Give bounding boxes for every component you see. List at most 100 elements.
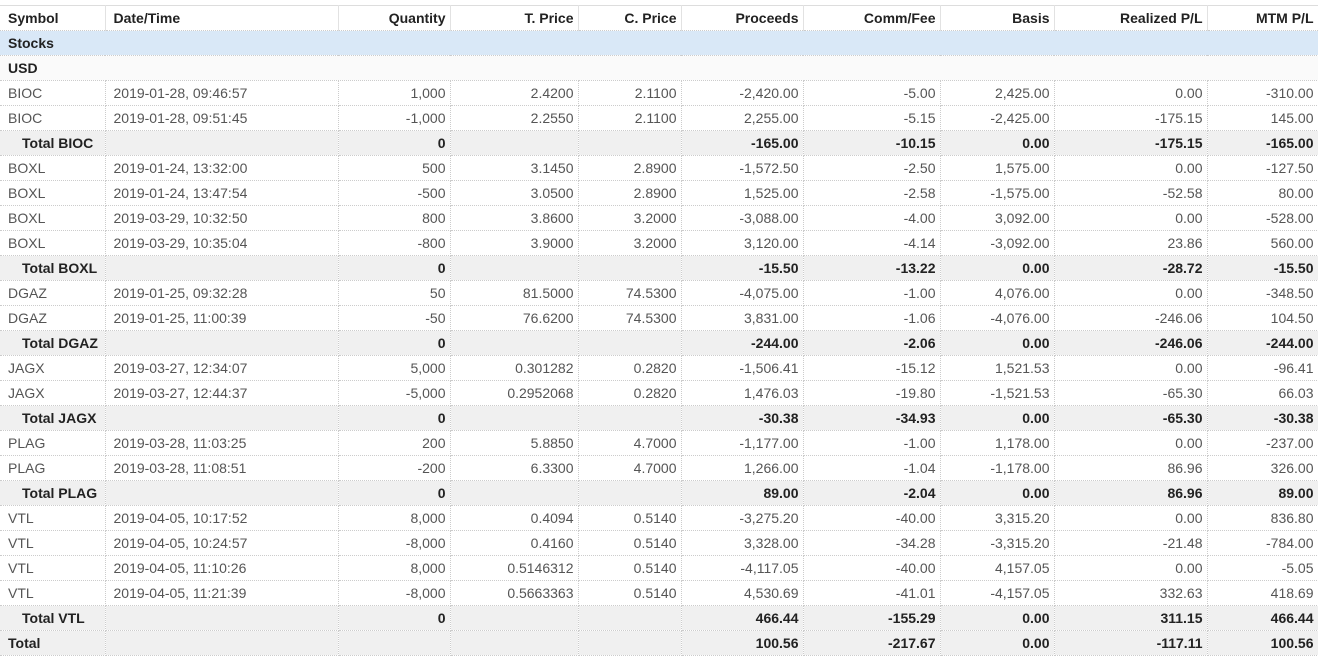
column-header-mtm-pl[interactable]: MTM P/L bbox=[1207, 5, 1318, 31]
cell-mtm-pl: -528.00 bbox=[1207, 205, 1318, 231]
column-header-quantity[interactable]: Quantity bbox=[338, 5, 451, 31]
cell-symbol: BIOC bbox=[0, 80, 106, 106]
cell-quantity: -8,000 bbox=[338, 530, 451, 556]
cell-quantity: 0 bbox=[338, 330, 451, 356]
cell-t-price: 3.1450 bbox=[450, 155, 579, 181]
cell-t-price: 76.6200 bbox=[450, 305, 579, 331]
cell-basis: 3,092.00 bbox=[940, 205, 1055, 231]
cell-c-price: 4.7000 bbox=[578, 455, 682, 481]
column-header-realized-pl[interactable]: Realized P/L bbox=[1054, 5, 1208, 31]
cell-quantity: 5,000 bbox=[338, 355, 451, 381]
cell-date-time: 2019-01-28, 09:51:45 bbox=[105, 105, 339, 131]
cell-date-time: 2019-01-24, 13:47:54 bbox=[105, 180, 339, 206]
trade-row: BOXL 2019-03-29, 10:32:50 800 3.8600 3.2000-… bbox=[0, 205, 1318, 231]
column-header-proceeds[interactable]: Proceeds bbox=[681, 5, 804, 31]
cell-quantity: 8,000 bbox=[338, 505, 451, 531]
cell-comm-fee: -5.00 bbox=[803, 80, 941, 106]
cell-realized-pl: 23.86 bbox=[1054, 230, 1208, 256]
cell-comm-fee: -217.67 bbox=[803, 630, 941, 656]
cell-mtm-pl: 326.00 bbox=[1207, 455, 1318, 481]
subtotal-row: Total PLAG 0 89.00 -2.04 0.00 86.96 89.00 bbox=[0, 480, 1318, 506]
cell-realized-pl: 0.00 bbox=[1054, 280, 1208, 306]
cell-proceeds: 1,525.00 bbox=[681, 180, 804, 206]
cell-quantity: 0 bbox=[338, 255, 451, 281]
section-label: Stocks bbox=[0, 30, 1318, 56]
trade-row: BOXL 2019-01-24, 13:32:00 500 3.1450 2.8900-… bbox=[0, 155, 1318, 181]
cell-symbol: BOXL bbox=[0, 205, 106, 231]
cell-proceeds: 100.56 bbox=[681, 630, 804, 656]
cell-symbol: BIOC bbox=[0, 105, 106, 131]
cell-basis: -4,157.05 bbox=[940, 580, 1055, 606]
cell-c-price: 3.2000 bbox=[578, 205, 682, 231]
column-header-symbol[interactable]: Symbol bbox=[0, 5, 106, 31]
subtotal-row: Total BIOC 0 -165.00 -10.15 0.00 -175.15 -165.… bbox=[0, 130, 1318, 156]
cell-c-price: 0.5140 bbox=[578, 555, 682, 581]
cell-basis: -1,178.00 bbox=[940, 455, 1055, 481]
cell-t-price: 0.4160 bbox=[450, 530, 579, 556]
trade-row: BIOC 2019-01-28, 09:51:45 -1,000 2.2550 2.11… bbox=[0, 105, 1318, 131]
cell-mtm-pl: 560.00 bbox=[1207, 230, 1318, 256]
column-header-comm-fee[interactable]: Comm/Fee bbox=[803, 5, 941, 31]
trade-row: DGAZ 2019-01-25, 11:00:39 -50 76.6200 74.530… bbox=[0, 305, 1318, 331]
cell-t-price: 3.0500 bbox=[450, 180, 579, 206]
cell-symbol: Total JAGX bbox=[0, 405, 106, 431]
cell-quantity: -5,000 bbox=[338, 380, 451, 406]
cell-comm-fee: -41.01 bbox=[803, 580, 941, 606]
cell-symbol: DGAZ bbox=[0, 280, 106, 306]
cell-comm-fee: -1.06 bbox=[803, 305, 941, 331]
trade-row: VTL 2019-04-05, 10:24:57 -8,000 0.4160 0.514… bbox=[0, 530, 1318, 556]
cell-realized-pl: 86.96 bbox=[1054, 480, 1208, 506]
cell-c-price bbox=[578, 255, 682, 281]
cell-symbol: DGAZ bbox=[0, 305, 106, 331]
cell-t-price bbox=[450, 330, 579, 356]
cell-mtm-pl: -244.00 bbox=[1207, 330, 1318, 356]
cell-comm-fee: -2.58 bbox=[803, 180, 941, 206]
column-header-c-price[interactable]: C. Price bbox=[578, 5, 682, 31]
cell-basis: 0.00 bbox=[940, 405, 1055, 431]
cell-quantity: -1,000 bbox=[338, 105, 451, 131]
cell-proceeds: -30.38 bbox=[681, 405, 804, 431]
cell-proceeds: 89.00 bbox=[681, 480, 804, 506]
cell-symbol: PLAG bbox=[0, 430, 106, 456]
cell-comm-fee: -13.22 bbox=[803, 255, 941, 281]
trade-row: VTL 2019-04-05, 10:17:52 8,000 0.4094 0.5140… bbox=[0, 505, 1318, 531]
cell-realized-pl: 0.00 bbox=[1054, 555, 1208, 581]
cell-realized-pl: -246.06 bbox=[1054, 330, 1208, 356]
cell-c-price: 4.7000 bbox=[578, 430, 682, 456]
cell-mtm-pl: 66.03 bbox=[1207, 380, 1318, 406]
cell-comm-fee: -1.04 bbox=[803, 455, 941, 481]
cell-realized-pl: 0.00 bbox=[1054, 430, 1208, 456]
trades-table: Symbol Date/Time Quantity T. Price C. Price P… bbox=[0, 5, 1318, 656]
trade-row: BIOC 2019-01-28, 09:46:57 1,000 2.4200 2.110… bbox=[0, 80, 1318, 106]
cell-realized-pl: -65.30 bbox=[1054, 405, 1208, 431]
cell-date-time: 2019-03-27, 12:44:37 bbox=[105, 380, 339, 406]
cell-c-price: 2.8900 bbox=[578, 155, 682, 181]
column-header-t-price[interactable]: T. Price bbox=[450, 5, 579, 31]
cell-realized-pl: 86.96 bbox=[1054, 455, 1208, 481]
cell-t-price bbox=[450, 480, 579, 506]
cell-mtm-pl: -310.00 bbox=[1207, 80, 1318, 106]
cell-basis: 1,521.53 bbox=[940, 355, 1055, 381]
cell-c-price: 0.5140 bbox=[578, 505, 682, 531]
cell-date-time bbox=[105, 255, 339, 281]
cell-t-price: 2.4200 bbox=[450, 80, 579, 106]
cell-comm-fee: -2.04 bbox=[803, 480, 941, 506]
column-header-basis[interactable]: Basis bbox=[940, 5, 1055, 31]
cell-comm-fee: -2.50 bbox=[803, 155, 941, 181]
cell-basis: -1,575.00 bbox=[940, 180, 1055, 206]
column-header-date-time[interactable]: Date/Time bbox=[105, 5, 339, 31]
cell-basis: 0.00 bbox=[940, 630, 1055, 656]
cell-quantity: 0 bbox=[338, 130, 451, 156]
cell-date-time: 2019-03-28, 11:03:25 bbox=[105, 430, 339, 456]
cell-proceeds: -1,506.41 bbox=[681, 355, 804, 381]
cell-quantity: 8,000 bbox=[338, 555, 451, 581]
cell-comm-fee: -40.00 bbox=[803, 505, 941, 531]
subtotal-row: Total DGAZ 0 -244.00 -2.06 0.00 -246.06 -244.0… bbox=[0, 330, 1318, 356]
cell-comm-fee: -5.15 bbox=[803, 105, 941, 131]
cell-quantity: -50 bbox=[338, 305, 451, 331]
cell-mtm-pl: 104.50 bbox=[1207, 305, 1318, 331]
cell-comm-fee: -10.15 bbox=[803, 130, 941, 156]
cell-c-price bbox=[578, 480, 682, 506]
cell-quantity: 1,000 bbox=[338, 80, 451, 106]
subtotal-row: Total VTL 0 466.44 -155.29 0.00 311.15 466.44 bbox=[0, 605, 1318, 631]
